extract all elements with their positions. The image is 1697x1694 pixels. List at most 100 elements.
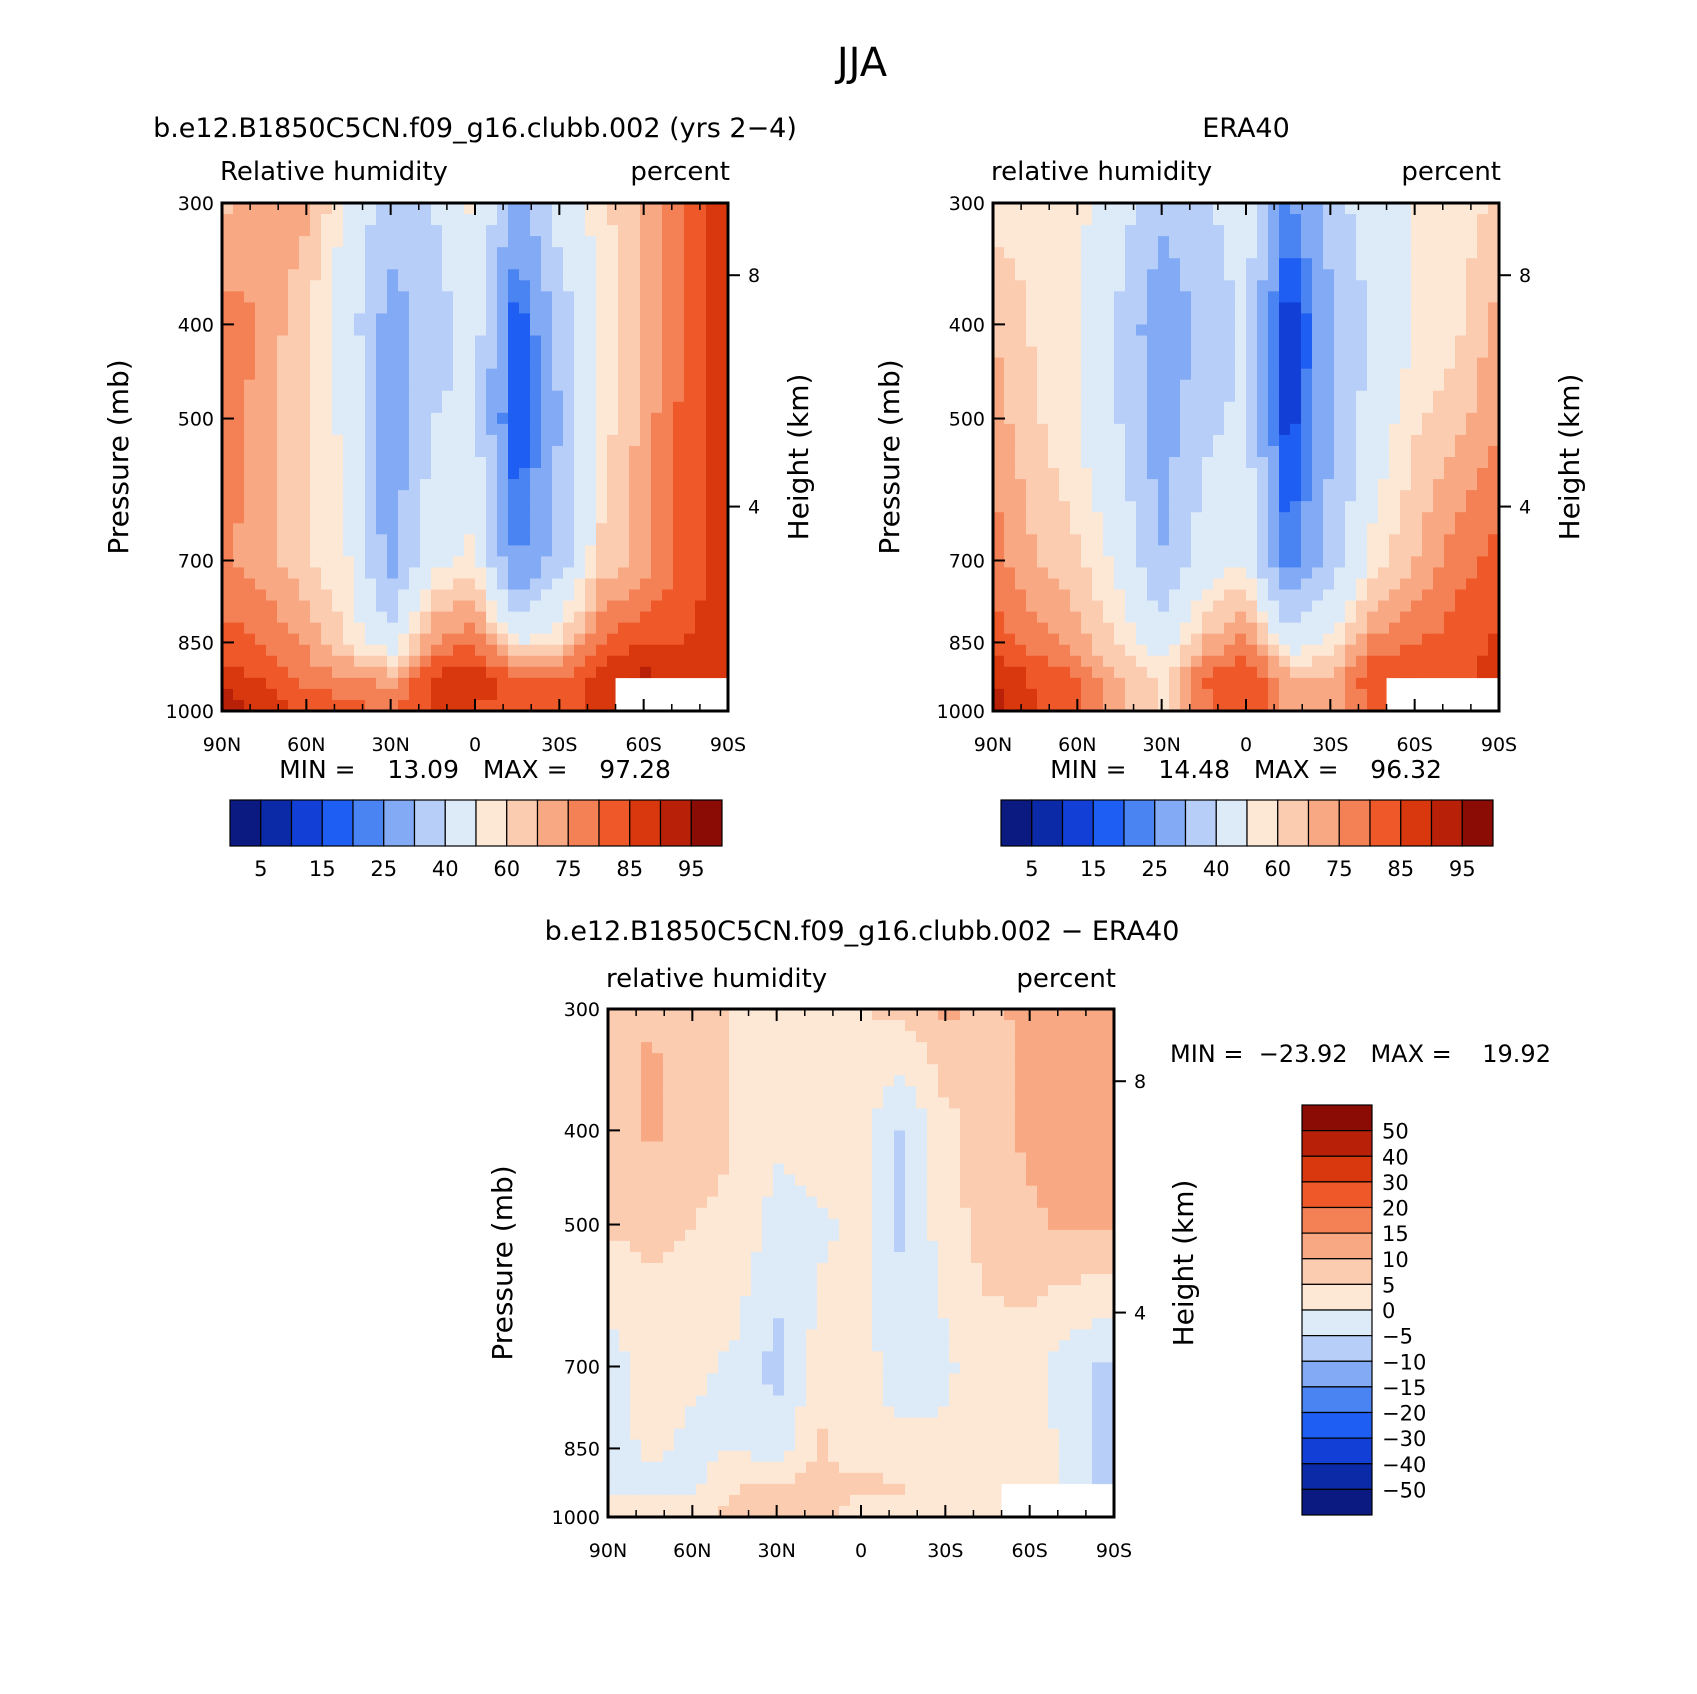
field-cell bbox=[1422, 335, 1434, 348]
field-cell bbox=[596, 203, 608, 215]
field-cell bbox=[332, 611, 344, 624]
field-cell bbox=[1136, 534, 1148, 546]
field-cell bbox=[1422, 556, 1434, 569]
field-cell bbox=[1114, 523, 1126, 535]
field-cell bbox=[684, 313, 696, 326]
field-cell bbox=[1290, 578, 1302, 591]
field-cell bbox=[1400, 335, 1412, 348]
colorbar-swatch bbox=[444, 799, 477, 847]
field-cell bbox=[1235, 236, 1247, 248]
field-cell bbox=[1070, 1075, 1082, 1087]
field-cell bbox=[861, 1020, 873, 1032]
field-cell bbox=[1290, 214, 1302, 226]
field-cell bbox=[1125, 258, 1137, 270]
field-cell bbox=[255, 379, 267, 392]
field-cell bbox=[1213, 655, 1225, 668]
field-cell bbox=[1356, 280, 1368, 292]
field-cell bbox=[288, 666, 300, 679]
field-cell bbox=[1279, 468, 1291, 480]
field-cell bbox=[651, 523, 663, 535]
field-cell bbox=[695, 335, 707, 348]
field-cell bbox=[1334, 346, 1346, 359]
field-cell bbox=[596, 214, 608, 226]
field-cell bbox=[839, 1086, 851, 1098]
field-cell bbox=[310, 302, 322, 315]
field-cell bbox=[1334, 434, 1346, 447]
field-cell bbox=[277, 699, 289, 711]
field-cell bbox=[1422, 423, 1434, 436]
field-cell bbox=[1136, 412, 1148, 425]
field-cell bbox=[1301, 357, 1313, 370]
field-cell bbox=[1004, 214, 1016, 226]
field-cell bbox=[1180, 412, 1192, 425]
field-cell bbox=[519, 390, 531, 403]
field-cell bbox=[673, 258, 685, 270]
field-cell bbox=[354, 545, 366, 557]
field-cell bbox=[1191, 622, 1203, 635]
field-cell bbox=[1103, 313, 1115, 326]
field-cell bbox=[695, 313, 707, 326]
field-cell bbox=[255, 644, 267, 657]
field-cell bbox=[321, 457, 333, 469]
field-cell bbox=[685, 1064, 697, 1076]
field-cell bbox=[321, 357, 333, 370]
field-cell bbox=[508, 611, 520, 624]
field-cell bbox=[541, 346, 553, 359]
field-cell bbox=[706, 280, 718, 292]
field-cell bbox=[1125, 291, 1137, 303]
field-cell bbox=[387, 423, 399, 436]
field-cell bbox=[1059, 523, 1071, 535]
field-cell bbox=[1136, 423, 1148, 436]
field-cell bbox=[806, 1119, 818, 1132]
field-cell bbox=[607, 633, 619, 646]
field-cell bbox=[1037, 280, 1049, 292]
field-cell bbox=[222, 247, 234, 259]
field-cell bbox=[1422, 247, 1434, 259]
field-cell bbox=[354, 313, 366, 326]
field-cell bbox=[640, 225, 652, 237]
field-cell bbox=[1411, 302, 1423, 315]
field-cell bbox=[574, 390, 586, 403]
x-tick-label: 90N bbox=[203, 734, 241, 756]
field-cell bbox=[662, 589, 674, 602]
field-cell bbox=[1334, 545, 1346, 557]
field-cell bbox=[398, 644, 410, 657]
field-cell bbox=[927, 1130, 939, 1143]
field-cell bbox=[266, 258, 278, 270]
field-cell bbox=[674, 1075, 686, 1087]
field-cell bbox=[255, 622, 267, 635]
field-cell bbox=[409, 401, 421, 414]
field-cell bbox=[1246, 434, 1258, 447]
field-cell bbox=[762, 1053, 774, 1065]
field-cell bbox=[684, 335, 696, 348]
field-cell bbox=[266, 214, 278, 226]
field-cell bbox=[1026, 600, 1038, 613]
field-cell bbox=[343, 390, 355, 403]
field-cell bbox=[1422, 633, 1434, 646]
field-cell bbox=[960, 1009, 972, 1021]
field-cell bbox=[442, 247, 454, 259]
field-cell bbox=[277, 556, 289, 569]
field-cell bbox=[1059, 214, 1071, 226]
field-cell bbox=[1378, 545, 1390, 557]
field-cell bbox=[332, 302, 344, 315]
field-cell bbox=[695, 556, 707, 569]
field-cell bbox=[1202, 688, 1214, 701]
field-cell bbox=[685, 1053, 697, 1065]
field-cell bbox=[1026, 501, 1038, 513]
field-cell bbox=[244, 468, 256, 480]
field-cell bbox=[1015, 1031, 1027, 1043]
field-cell bbox=[387, 214, 399, 226]
field-cell bbox=[652, 1020, 664, 1032]
field-cell bbox=[1367, 379, 1379, 392]
field-cell bbox=[1169, 688, 1181, 701]
field-cell bbox=[641, 1108, 653, 1121]
field-cell bbox=[1323, 589, 1335, 602]
field-cell bbox=[1378, 390, 1390, 403]
field-cell bbox=[1400, 357, 1412, 370]
field-cell bbox=[398, 346, 410, 359]
field-cell bbox=[1081, 379, 1093, 392]
field-cell bbox=[1125, 545, 1137, 557]
field-cell bbox=[640, 567, 652, 580]
field-cell bbox=[244, 600, 256, 613]
